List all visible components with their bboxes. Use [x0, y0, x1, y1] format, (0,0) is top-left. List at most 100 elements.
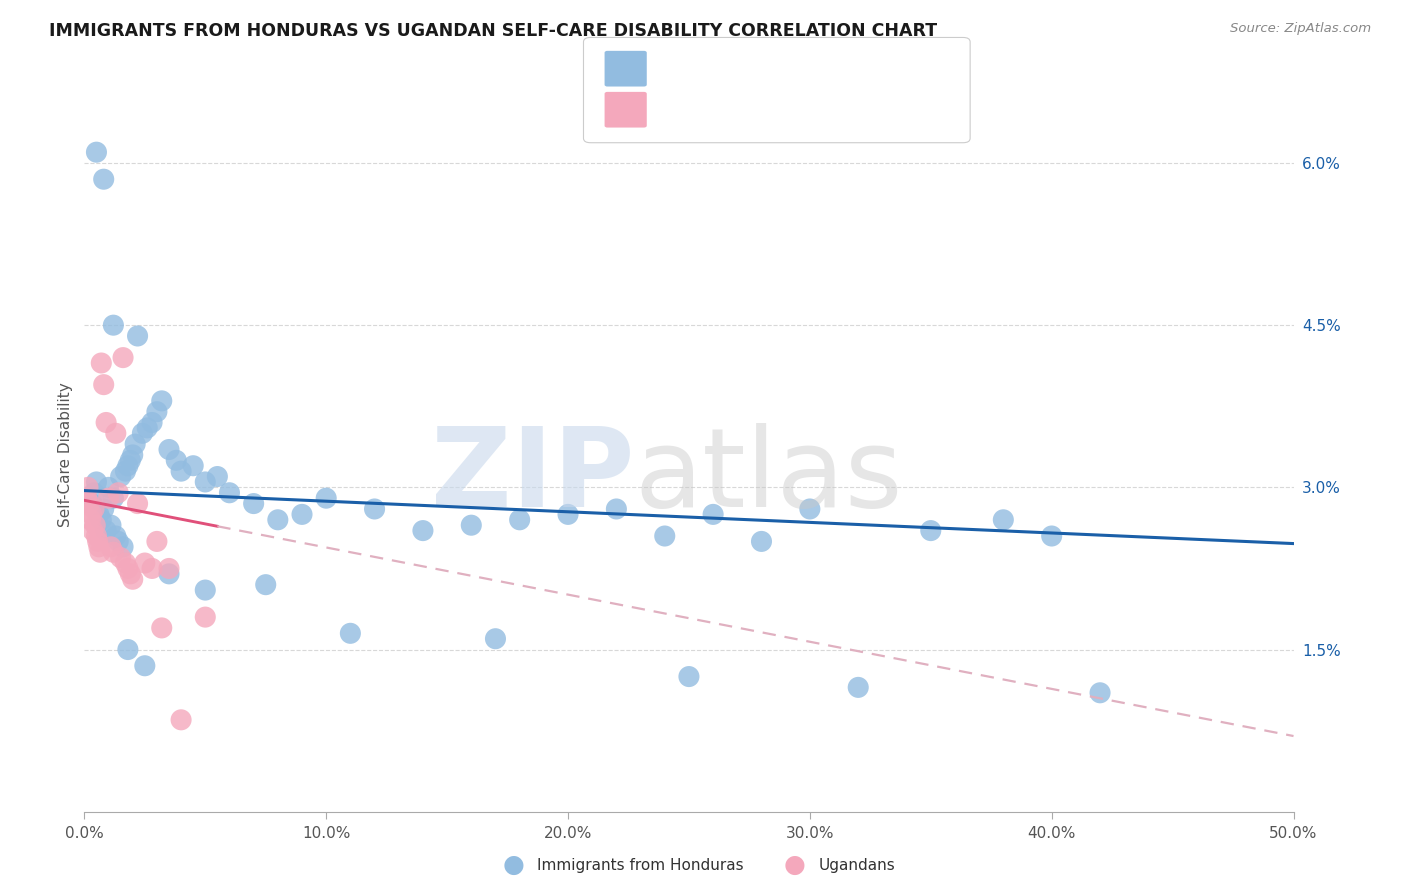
Point: [654, 529, 676, 543]
Point: [117, 642, 139, 657]
Point: [87, 540, 110, 554]
Point: [799, 502, 821, 516]
Point: [110, 469, 132, 483]
Text: Source: ZipAtlas.com: Source: ZipAtlas.com: [1230, 22, 1371, 36]
Point: [76, 491, 98, 505]
Point: [107, 534, 129, 549]
Point: [291, 508, 314, 522]
Point: [170, 713, 193, 727]
Point: [267, 513, 290, 527]
Point: [77, 497, 100, 511]
Point: [104, 426, 127, 441]
Point: [107, 485, 129, 500]
Point: [103, 318, 125, 333]
Y-axis label: Self-Care Disability: Self-Care Disability: [58, 383, 73, 527]
Point: [207, 469, 229, 483]
Point: [93, 377, 115, 392]
Point: [82, 524, 104, 538]
Text: Immigrants from Honduras: Immigrants from Honduras: [537, 858, 744, 872]
Point: [94, 524, 117, 538]
Point: [93, 502, 115, 516]
Point: [134, 658, 156, 673]
Point: [1088, 686, 1111, 700]
Point: [112, 351, 135, 365]
Point: [460, 518, 482, 533]
Point: [80, 497, 103, 511]
Point: [146, 405, 169, 419]
Point: [920, 524, 942, 538]
Point: [557, 508, 579, 522]
Point: [254, 577, 277, 591]
Text: IMMIGRANTS FROM HONDURAS VS UGANDAN SELF-CARE DISABILITY CORRELATION CHART: IMMIGRANTS FROM HONDURAS VS UGANDAN SELF…: [49, 22, 938, 40]
Point: [131, 426, 153, 441]
Point: [100, 518, 122, 533]
Point: [84, 518, 107, 533]
Point: [702, 508, 724, 522]
Point: [117, 458, 139, 473]
Point: [181, 458, 204, 473]
Point: [87, 508, 110, 522]
Point: [170, 464, 193, 478]
Point: [315, 491, 337, 505]
Point: [678, 669, 700, 683]
Text: ●: ●: [783, 854, 806, 877]
Point: [218, 485, 240, 500]
Point: [846, 681, 869, 695]
Point: [141, 561, 163, 575]
Point: [120, 453, 142, 467]
Point: [194, 583, 217, 598]
Point: [86, 145, 108, 160]
Point: [134, 556, 156, 570]
Point: [194, 475, 217, 489]
Point: [86, 534, 108, 549]
Point: [165, 453, 187, 467]
Point: [93, 172, 115, 186]
Point: [157, 566, 180, 581]
Text: Ugandans: Ugandans: [818, 858, 896, 872]
Text: ZIP: ZIP: [432, 423, 634, 530]
Point: [141, 416, 163, 430]
Point: [146, 534, 169, 549]
Point: [412, 524, 434, 538]
Point: [86, 529, 108, 543]
Point: [90, 356, 112, 370]
Point: [120, 566, 142, 581]
Point: [363, 502, 385, 516]
Point: [150, 621, 173, 635]
Point: [94, 416, 117, 430]
Point: [83, 485, 105, 500]
Point: [110, 550, 132, 565]
Point: [124, 437, 146, 451]
Point: [1040, 529, 1063, 543]
Point: [114, 464, 136, 478]
Text: R =  -0.114    N = 34: R = -0.114 N = 34: [658, 101, 831, 119]
Point: [127, 497, 149, 511]
Point: [112, 540, 135, 554]
Point: [77, 480, 100, 494]
Point: [157, 561, 180, 575]
Point: [121, 448, 143, 462]
Text: ●: ●: [502, 854, 524, 877]
Point: [86, 475, 108, 489]
Point: [80, 508, 103, 522]
Point: [117, 561, 139, 575]
Point: [127, 329, 149, 343]
Point: [121, 572, 143, 586]
Point: [79, 513, 101, 527]
Point: [100, 540, 122, 554]
Point: [605, 502, 627, 516]
Point: [114, 556, 136, 570]
Point: [150, 393, 173, 408]
Point: [157, 442, 180, 457]
Point: [194, 610, 217, 624]
Point: [97, 491, 120, 505]
Point: [136, 421, 159, 435]
Point: [339, 626, 361, 640]
Point: [97, 480, 120, 494]
Point: [751, 534, 773, 549]
Point: [89, 545, 111, 559]
Point: [484, 632, 506, 646]
Point: [90, 513, 112, 527]
Point: [104, 529, 127, 543]
Point: [103, 491, 125, 505]
